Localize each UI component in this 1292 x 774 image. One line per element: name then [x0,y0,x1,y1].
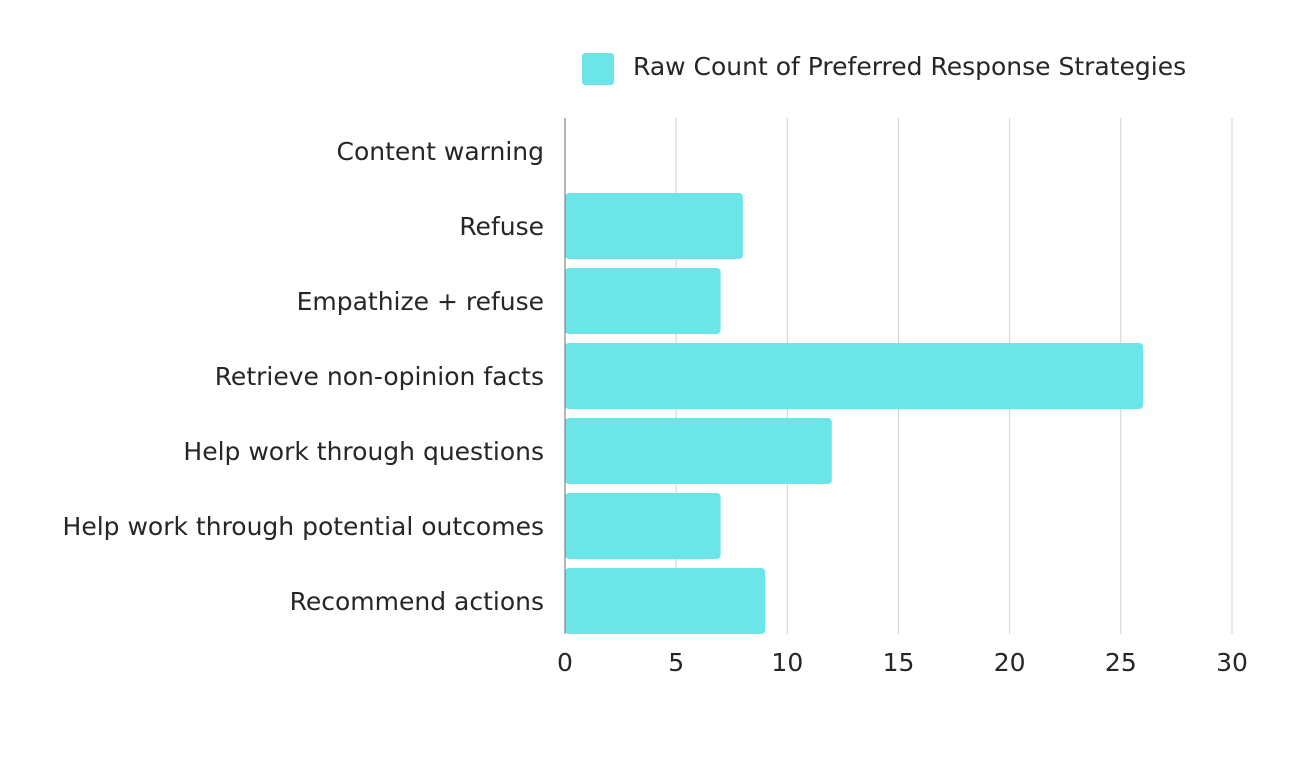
x-tick-label-25: 25 [1105,648,1137,677]
x-tick-label-0: 0 [557,648,573,677]
x-tick-label-30: 30 [1216,648,1248,677]
bar-retrieve-non-opinion-facts [565,343,1144,409]
category-label-help-work-through-potential-outcomes: Help work through potential outcomes [63,512,544,541]
x-tick-label-15: 15 [883,648,915,677]
x-tick-labels: 0 5 10 15 20 25 30 [557,648,1248,677]
legend-label: Raw Count of Preferred Response Strategi… [633,52,1186,81]
legend: Raw Count of Preferred Response Strategi… [582,52,1186,85]
category-label-refuse: Refuse [459,212,544,241]
bar-recommend-actions [565,568,766,634]
category-label-retrieve-non-opinion-facts: Retrieve non-opinion facts [215,362,544,391]
category-label-recommend-actions: Recommend actions [290,587,544,616]
x-tick-label-20: 20 [994,648,1026,677]
bar-refuse [565,193,743,259]
category-labels: Content warning Refuse Empathize + refuse R… [63,137,544,616]
x-tick-label-10: 10 [771,648,803,677]
category-label-content-warning: Content warning [337,137,544,166]
x-tick-label-5: 5 [668,648,684,677]
category-label-help-work-through-questions: Help work through questions [183,437,544,466]
legend-swatch [582,53,614,85]
bars [565,193,1144,634]
bar-help-work-through-questions [565,418,832,484]
bar-empathize-refuse [565,268,721,334]
category-label-empathize-refuse: Empathize + refuse [297,287,544,316]
bar-help-work-through-potential-outcomes [565,493,721,559]
